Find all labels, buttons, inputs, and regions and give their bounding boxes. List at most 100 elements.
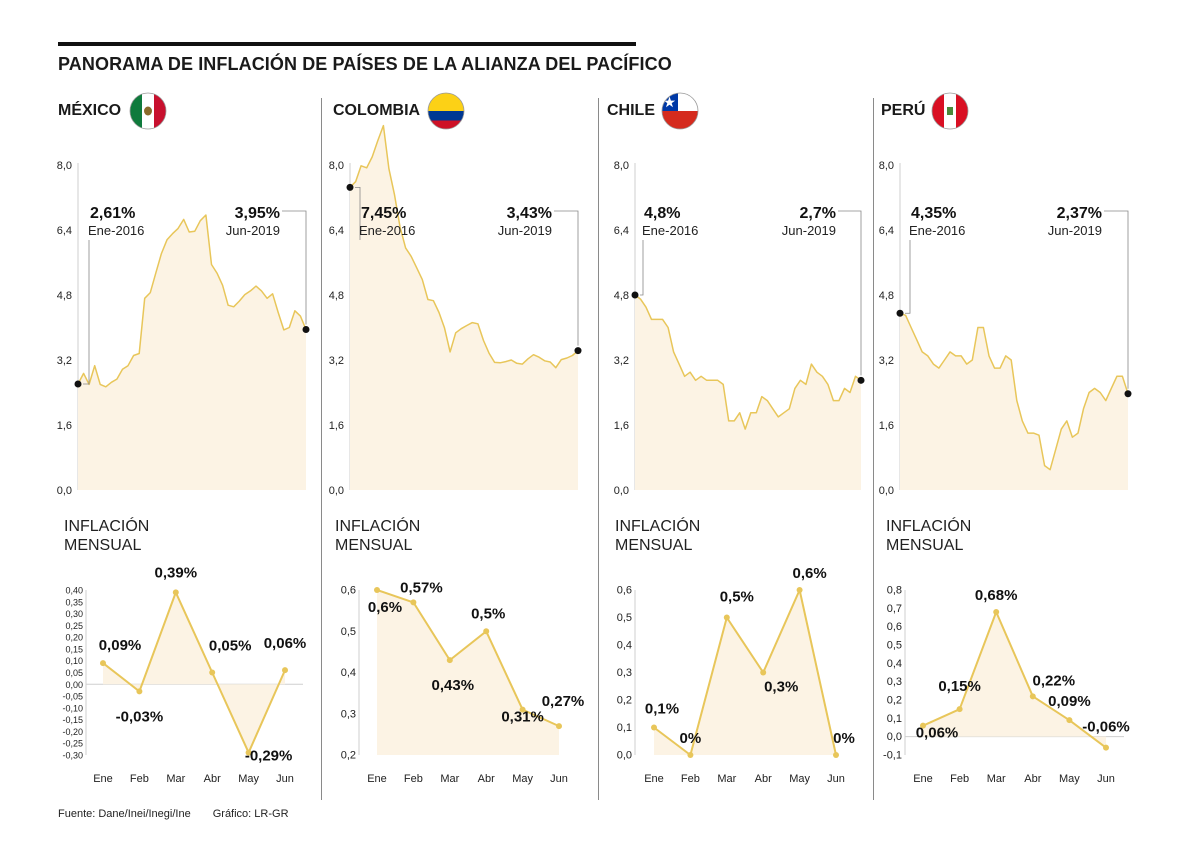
data-point — [723, 614, 730, 621]
data-point — [993, 609, 1000, 615]
data-label: 0,57% — [400, 579, 443, 596]
data-point — [374, 587, 380, 593]
y-tick-label: 1,6 — [57, 420, 72, 432]
y-tick-label: 0,4 — [617, 640, 632, 652]
y-tick-label: 3,2 — [614, 355, 629, 367]
y-tick-label: 0,20 — [65, 633, 83, 643]
footer: Fuente: Dane/Inei/Inegi/Ine Gráfico: LR-G… — [58, 808, 311, 820]
data-point — [956, 706, 963, 713]
end-connector — [282, 210, 307, 325]
x-tick-label: Abr — [204, 773, 221, 785]
x-tick-label: Feb — [950, 773, 969, 785]
series-area — [78, 215, 306, 490]
y-tick-label: 8,0 — [614, 160, 629, 172]
y-tick-label: -0,1 — [883, 750, 902, 762]
end-date-label: Jun-2019 — [782, 223, 836, 238]
start-date-label: Ene-2016 — [642, 223, 698, 238]
y-tick-label: 1,6 — [879, 420, 894, 432]
y-tick-label: 0,00 — [65, 680, 83, 690]
y-tick-label: 3,2 — [57, 355, 72, 367]
start-point — [631, 291, 639, 299]
end-value-label: 2,37% — [1057, 205, 1102, 222]
start-connector — [355, 186, 361, 240]
title-rule — [58, 42, 636, 46]
data-label: 0,27% — [542, 693, 585, 710]
y-tick-label: 0,40 — [65, 586, 83, 596]
x-tick-label: Ene — [367, 773, 387, 785]
y-tick-label: 0,6 — [887, 621, 902, 633]
data-point — [833, 752, 839, 758]
series-area — [103, 592, 285, 753]
peru-flag-icon — [931, 92, 969, 130]
series-line — [922, 611, 1107, 749]
end-date-label: Jun-2019 — [1048, 223, 1102, 238]
y-tick-label: 6,4 — [57, 225, 72, 237]
start-value-label: 2,61% — [90, 205, 135, 222]
y-tick-label: 0,4 — [341, 667, 356, 679]
y-tick-label: 3,2 — [879, 355, 894, 367]
series-area — [377, 590, 559, 755]
y-tick-label: 3,2 — [329, 355, 344, 367]
monthly-subtitle: INFLACIÓN MENSUAL — [886, 518, 972, 554]
y-tick-label: 1,6 — [329, 420, 344, 432]
monthly-subtitle: INFLACIÓN MENSUAL — [64, 518, 150, 554]
y-tick-label: 4,8 — [879, 290, 894, 302]
data-label: 0,3% — [764, 679, 798, 696]
y-tick-label: 0,35 — [65, 597, 83, 607]
series-line — [899, 312, 1129, 471]
start-value-label: 4,35% — [911, 205, 956, 222]
data-label: 0,6% — [792, 565, 826, 582]
end-connector — [554, 210, 579, 346]
end-point — [1124, 390, 1132, 398]
y-tick-label: 0,2 — [617, 695, 632, 707]
data-label: 0,06% — [264, 635, 307, 652]
y-tick-label: -0,15 — [62, 715, 83, 725]
end-point — [857, 376, 865, 384]
x-tick-label: Ene — [913, 773, 933, 785]
data-point — [760, 669, 767, 676]
y-tick-label: 6,4 — [879, 225, 894, 237]
data-label: 0,09% — [1048, 693, 1091, 710]
data-point — [136, 688, 143, 695]
y-tick-label: 8,0 — [57, 160, 72, 172]
data-label: 0,06% — [916, 725, 959, 742]
data-point — [556, 723, 562, 730]
series-area — [350, 125, 578, 490]
data-point — [410, 599, 417, 606]
end-date-label: Jun-2019 — [498, 223, 552, 238]
x-tick-label: Jun — [550, 773, 568, 785]
data-point — [100, 660, 106, 667]
start-connector — [640, 240, 644, 296]
y-tick-label: 6,4 — [329, 225, 344, 237]
y-tick-label: 0,2 — [341, 750, 356, 762]
x-tick-label: Abr — [478, 773, 495, 785]
y-tick-label: 1,6 — [614, 420, 629, 432]
y-tick-label: 0,2 — [887, 695, 902, 707]
series-area — [923, 612, 1106, 748]
y-tick-label: -0,10 — [62, 703, 83, 713]
data-label: 0,6% — [368, 599, 402, 616]
data-point — [1103, 744, 1109, 751]
y-tick-label: 0,6 — [341, 585, 356, 597]
y-tick-label: 8,0 — [879, 160, 894, 172]
y-tick-label: 6,4 — [614, 225, 629, 237]
x-tick-label: Mar — [166, 773, 185, 785]
y-tick-label: 4,8 — [614, 290, 629, 302]
y-tick-label: 4,8 — [329, 290, 344, 302]
y-tick-label: -0,05 — [62, 692, 83, 702]
data-point — [687, 752, 694, 758]
end-connector — [1104, 210, 1129, 389]
data-point — [172, 589, 179, 596]
y-tick-label: 4,8 — [57, 290, 72, 302]
y-tick-label: 0,0 — [887, 731, 902, 743]
y-tick-label: 0,0 — [614, 485, 629, 497]
end-value-label: 3,95% — [235, 205, 280, 222]
page-title: PANORAMA DE INFLACIÓN DE PAÍSES DE LA AL… — [58, 54, 672, 74]
x-tick-label: Abr — [1024, 773, 1041, 785]
series-line — [349, 124, 579, 369]
x-tick-label: Feb — [681, 773, 700, 785]
data-label: 0,43% — [432, 677, 475, 694]
start-point — [346, 183, 354, 191]
source-credit: Fuente: Dane/Inei/Inegi/Ine — [58, 808, 191, 820]
end-point — [302, 326, 310, 334]
